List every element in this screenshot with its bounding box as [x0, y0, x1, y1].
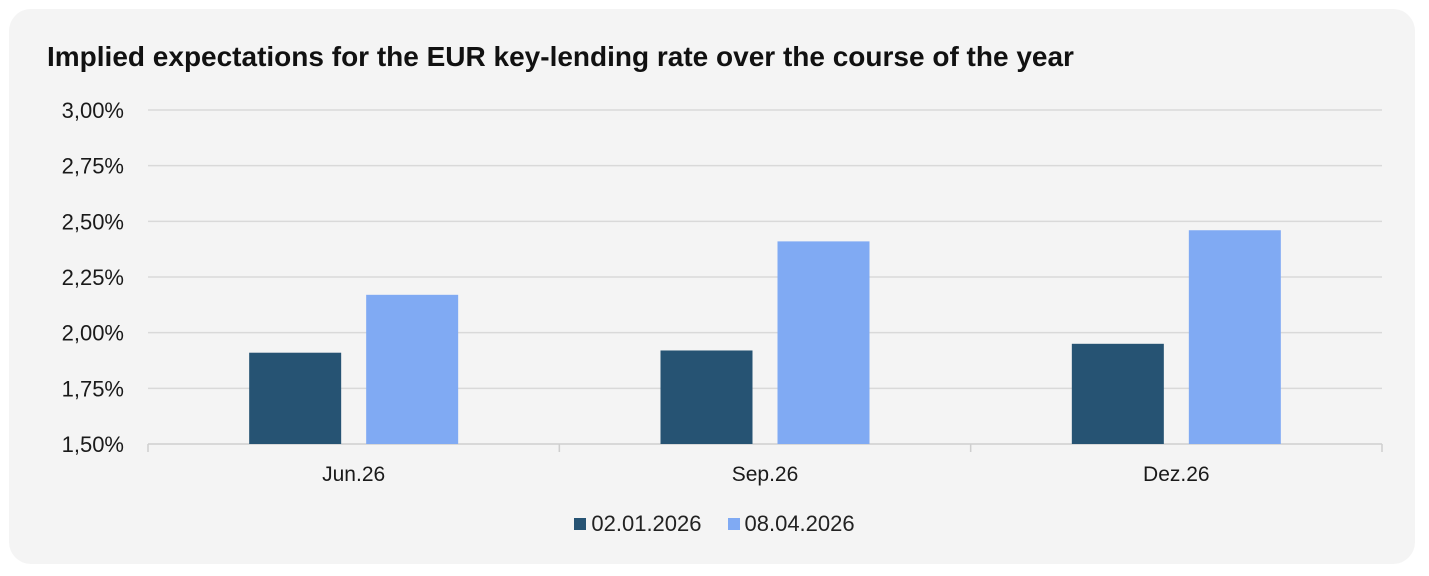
chart-legend: 02.01.2026 08.04.2026 — [0, 511, 1429, 537]
legend-label-series-2: 08.04.2026 — [744, 511, 855, 536]
bar-Jun.26-series-1 — [249, 352, 342, 444]
legend-item-series-1: 02.01.2026 — [574, 511, 702, 537]
legend-swatch-series-2 — [727, 518, 740, 530]
bar-Sep.26-series-2 — [777, 241, 870, 444]
x-tick-label: Jun.26 — [322, 463, 385, 486]
x-tick-label: Dez.26 — [1143, 463, 1210, 486]
chart-title: Implied expectations for the EUR key-len… — [47, 41, 1074, 72]
legend-item-series-2: 08.04.2026 — [727, 511, 855, 537]
y-tick-label: 1,50% — [62, 432, 124, 457]
chart-card — [9, 9, 1415, 564]
legend-label-series-1: 02.01.2026 — [591, 511, 702, 536]
bar-Dez.26-series-2 — [1188, 230, 1281, 444]
y-tick-label: 2,00% — [62, 321, 124, 346]
x-tick-label: Sep.26 — [732, 463, 799, 486]
bar-Dez.26-series-1 — [1071, 343, 1164, 444]
bar-Sep.26-series-1 — [660, 350, 753, 444]
y-tick-label: 3,00% — [62, 98, 124, 123]
y-tick-label: 2,75% — [62, 154, 124, 179]
y-tick-label: 1,75% — [62, 376, 124, 401]
y-tick-label: 2,50% — [62, 209, 124, 234]
legend-swatch-series-1 — [574, 518, 587, 530]
bar-Jun.26-series-2 — [366, 294, 459, 444]
y-tick-label: 2,25% — [62, 265, 124, 290]
